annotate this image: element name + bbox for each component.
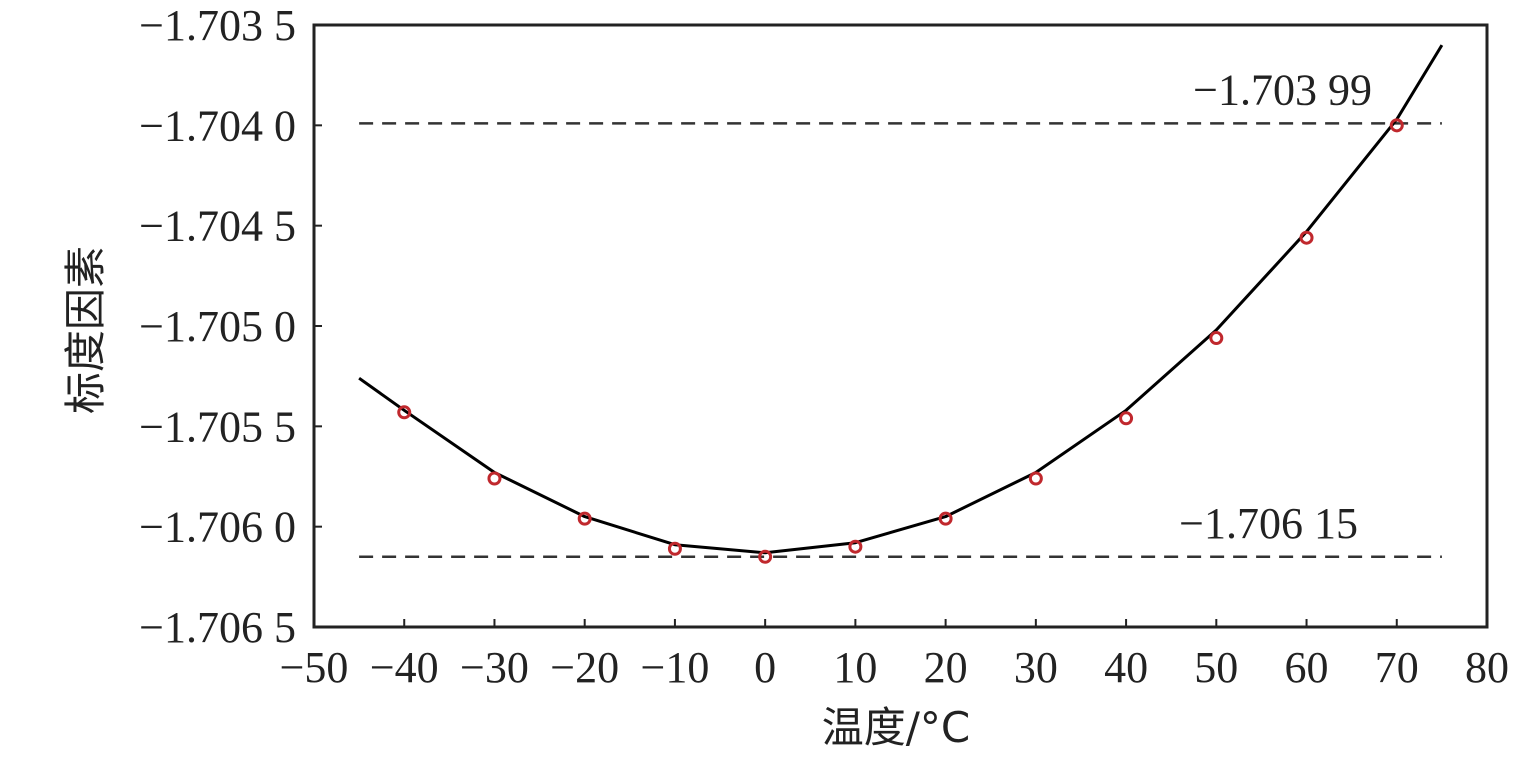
- reference-line-label: −1.703 99: [1193, 65, 1372, 114]
- fit-curve: [358, 44, 1444, 555]
- y-tick-label: −1.705 5: [139, 402, 296, 451]
- y-tick-label: −1.704 0: [139, 101, 296, 150]
- data-point: [758, 549, 773, 564]
- data-point: [1389, 118, 1404, 133]
- y-axis-title: 标度因素: [61, 246, 110, 414]
- x-tick-label: −50: [280, 643, 349, 692]
- y-axis-ticks: −1.703 5 −1.704 0 −1.704 5 −1.705 0 −1.705 5…: [139, 1, 322, 652]
- fit-curve-layer: [358, 44, 1444, 555]
- x-tick-label: 0: [754, 643, 776, 692]
- y-tick-label: −1.706 0: [139, 503, 296, 552]
- data-point: [848, 539, 863, 554]
- x-axis-ticks: −50 −40 −30 −20 −10 0 10 20 30 40 50 60 70 80: [280, 619, 1509, 692]
- x-axis-title: 温度/°C: [822, 703, 970, 752]
- x-tick-label: 30: [1014, 643, 1058, 692]
- data-point: [577, 511, 592, 526]
- data-point: [1119, 411, 1134, 426]
- data-point: [667, 541, 682, 556]
- x-tick-label: −20: [550, 643, 619, 692]
- reference-line-label: −1.706 15: [1179, 499, 1358, 548]
- y-tick-label: −1.705 0: [139, 302, 296, 351]
- data-point: [397, 405, 412, 420]
- y-tick-label: −1.704 5: [139, 202, 296, 251]
- x-tick-label: 20: [924, 643, 968, 692]
- data-points-layer: [397, 118, 1404, 564]
- x-tick-label: 10: [833, 643, 877, 692]
- x-tick-label: −40: [370, 643, 439, 692]
- data-point: [938, 511, 953, 526]
- y-tick-label: −1.703 5: [139, 1, 296, 50]
- x-tick-label: −30: [460, 643, 529, 692]
- x-tick-label: 60: [1285, 643, 1329, 692]
- x-tick-label: −10: [641, 643, 710, 692]
- x-tick-label: 40: [1104, 643, 1148, 692]
- x-tick-label: 70: [1375, 643, 1419, 692]
- data-point: [487, 471, 502, 486]
- reference-lines-layer: −1.703 99 −1.706 15: [359, 65, 1442, 559]
- x-tick-label: 80: [1465, 643, 1509, 692]
- data-point: [1299, 230, 1314, 245]
- x-tick-label: 50: [1194, 643, 1238, 692]
- data-point: [1028, 471, 1043, 486]
- y-tick-label: −1.706 5: [139, 603, 296, 652]
- data-point: [1209, 331, 1224, 346]
